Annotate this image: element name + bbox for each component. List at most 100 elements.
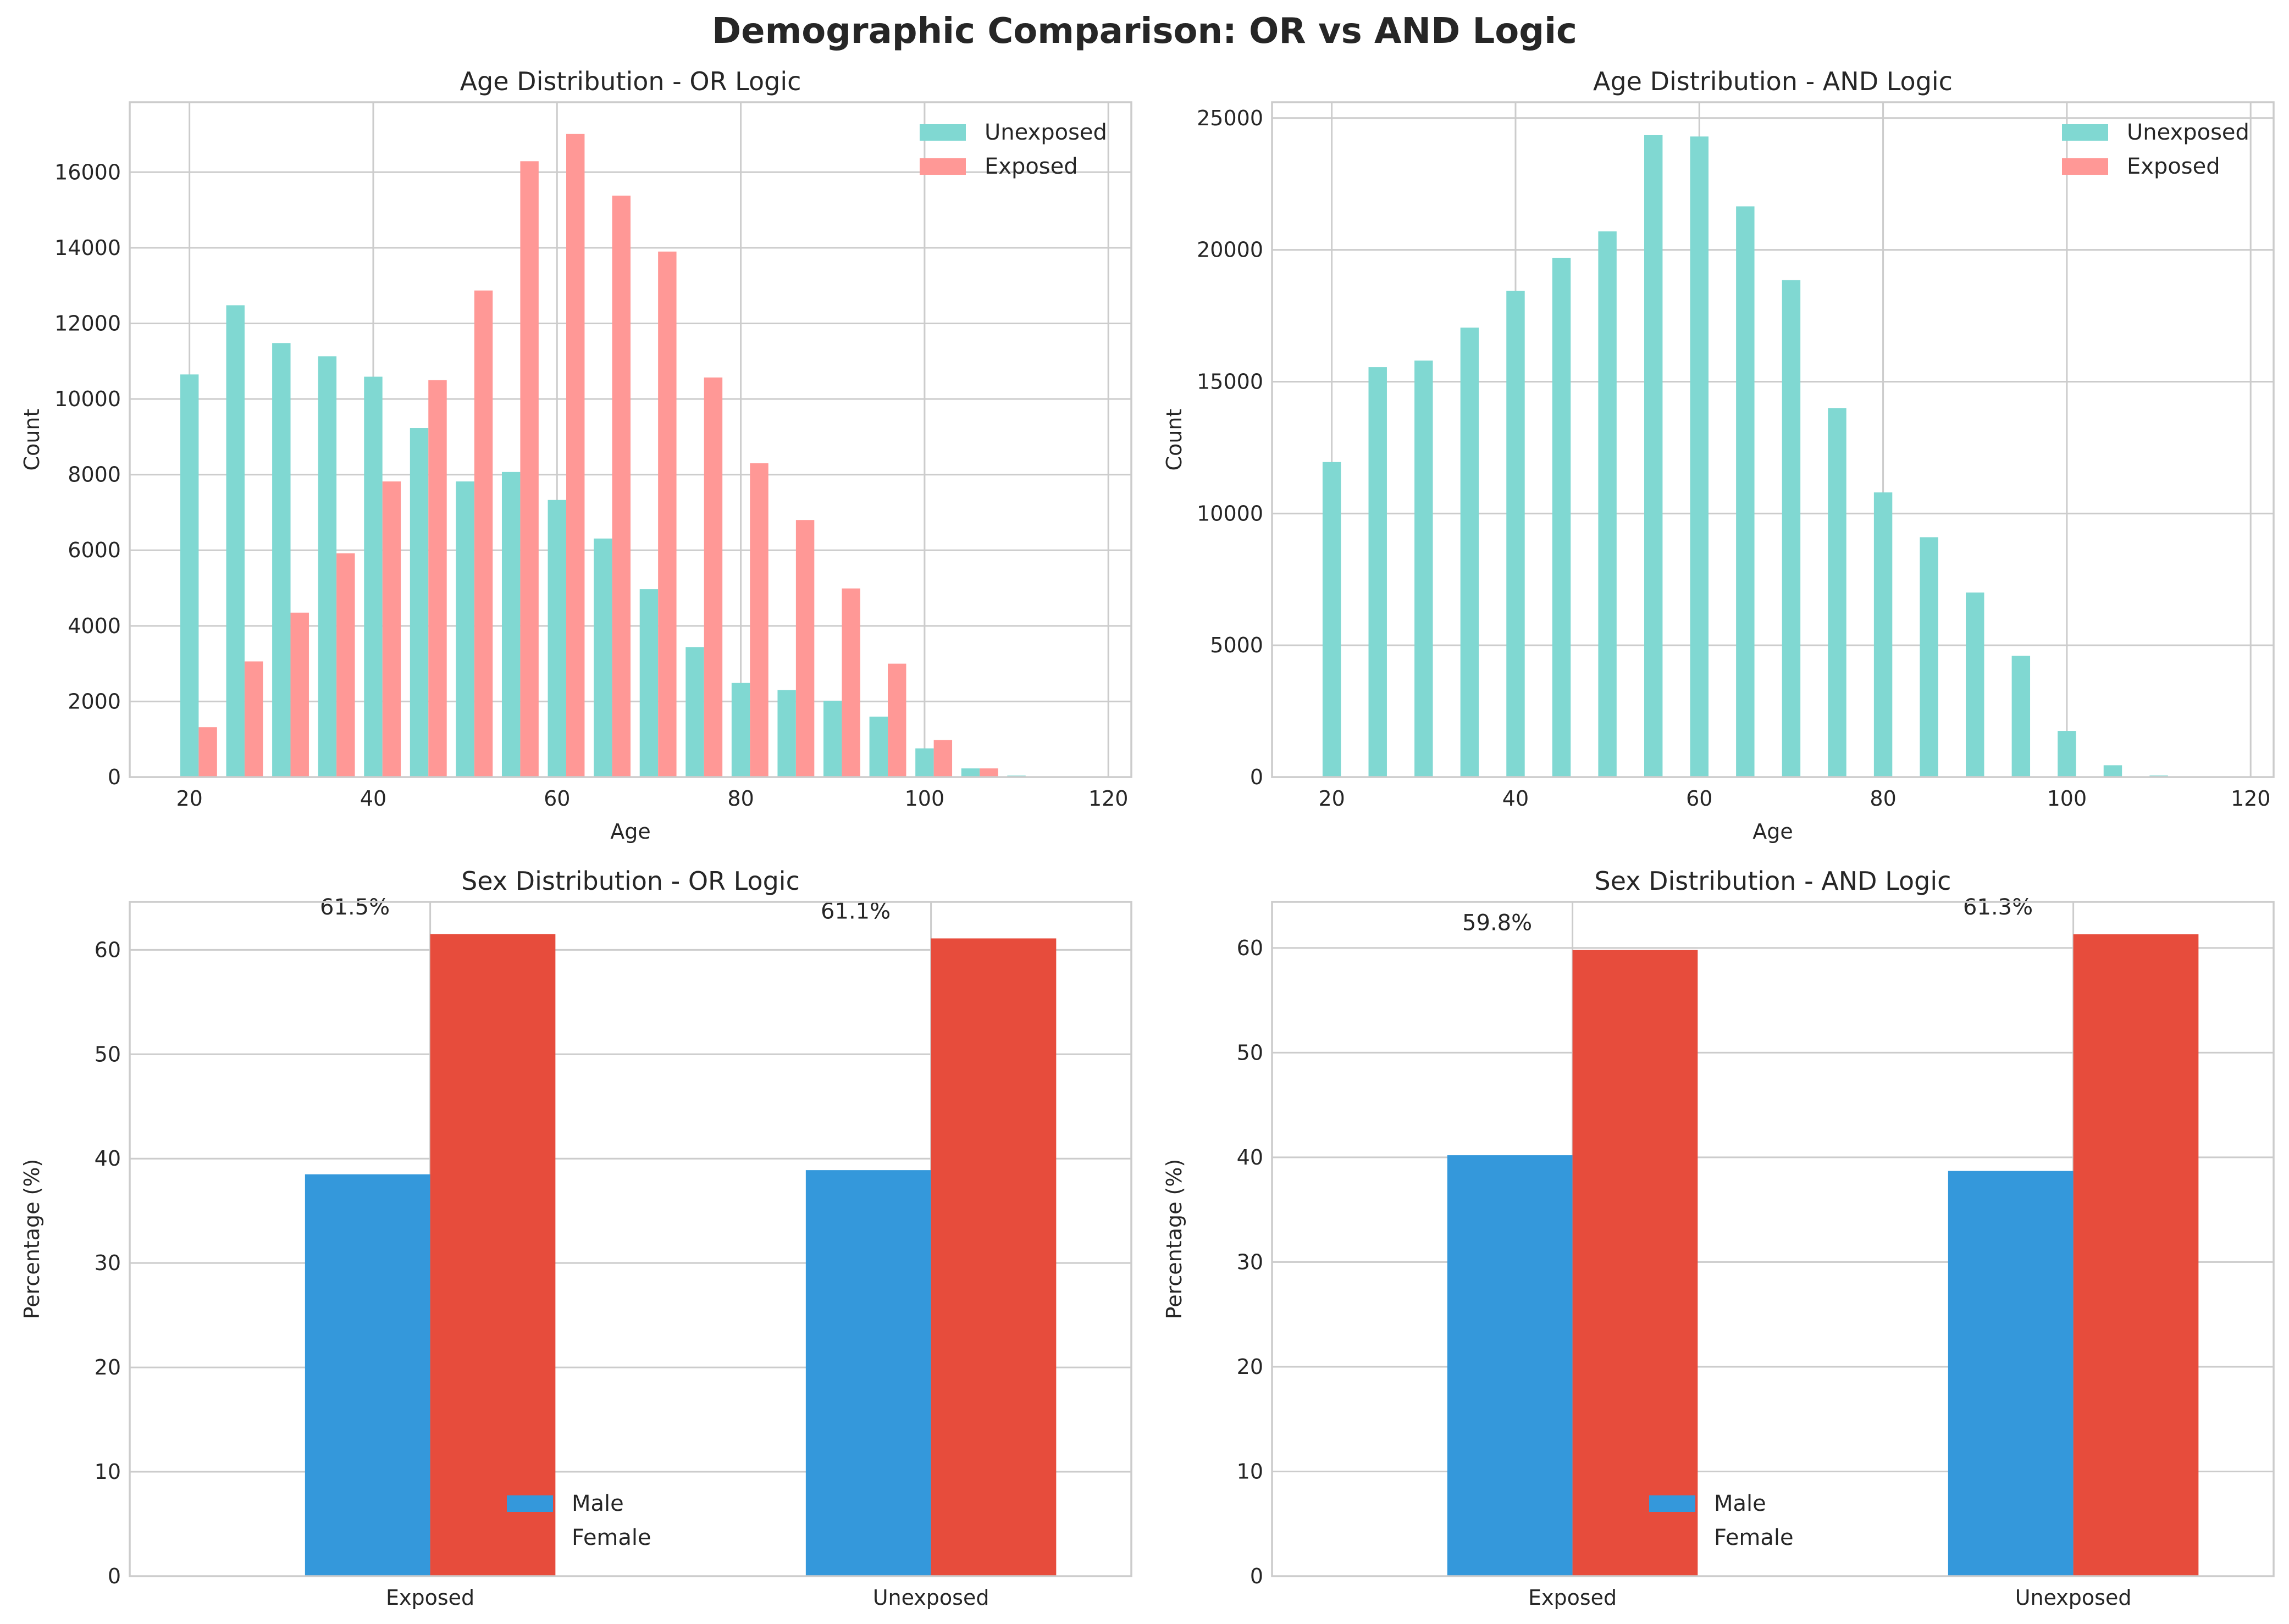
y-tick-label: 10000 <box>54 387 121 411</box>
legend-swatch-female <box>1649 1529 1695 1546</box>
x-tick-label: 20 <box>176 786 202 811</box>
legend-label-male: Male <box>1714 1491 1766 1516</box>
y-tick-label: 60 <box>1237 936 1263 960</box>
bar-male <box>1447 1155 1573 1576</box>
y-axis-label: Count <box>20 409 44 471</box>
panel-title: Sex Distribution - OR Logic <box>461 866 800 896</box>
panel-title: Sex Distribution - AND Logic <box>1595 866 1951 896</box>
legend-swatch-male <box>507 1495 553 1512</box>
chart-panel-1: Age Distribution - OR Logic Count Age 0 2000… <box>20 66 1132 844</box>
legend-label-exposed: Exposed <box>985 154 1078 179</box>
x-tick-label: 120 <box>1088 786 1129 811</box>
bar-exposed <box>795 520 815 777</box>
legend-swatch-exposed <box>2062 158 2108 175</box>
x-tick-label: 80 <box>1870 786 1896 811</box>
y-tick-label: 0 <box>1250 765 1263 789</box>
bar-male <box>305 1174 430 1576</box>
y-tick-label: 0 <box>1250 1564 1263 1588</box>
y-axis-label: Count <box>1162 409 1186 471</box>
y-tick-label: 0 <box>108 765 121 789</box>
legend-swatch-male <box>1649 1495 1695 1512</box>
bar-unexposed <box>2103 765 2122 777</box>
y-tick-label: 20 <box>95 1355 121 1379</box>
bar-unexposed <box>364 376 383 777</box>
y-tick-label: 10 <box>1237 1459 1263 1483</box>
bar-unexposed <box>272 343 291 777</box>
y-tick-label: 30 <box>95 1251 121 1275</box>
y-tick-label: 10 <box>95 1460 121 1484</box>
x-tick-label: Unexposed <box>2015 1586 2132 1610</box>
panel-title: Age Distribution - OR Logic <box>460 66 801 96</box>
chart-panel-4: Sex Distribution - AND Logic Percentage (… <box>1162 866 2275 1610</box>
x-tick-label: 80 <box>727 786 754 811</box>
legend-swatch-unexposed <box>920 124 966 141</box>
y-tick-label: 14000 <box>54 236 121 260</box>
bar-male <box>805 1170 931 1576</box>
bar-exposed <box>888 663 906 777</box>
bar-unexposed <box>2058 731 2076 777</box>
x-axis-label: Age <box>610 819 651 844</box>
y-tick-label: 0 <box>108 1564 121 1588</box>
figure-title: Demographic Comparison: OR vs AND Logic <box>712 11 1577 52</box>
bar-unexposed <box>1736 206 1755 777</box>
x-tick-label: Unexposed <box>873 1586 989 1610</box>
y-tick-label: 6000 <box>68 538 121 562</box>
y-tick-label: 12000 <box>54 311 121 335</box>
bar-unexposed <box>456 481 474 777</box>
bar-exposed <box>382 481 401 777</box>
legend-swatch-female <box>507 1529 553 1546</box>
y-tick-label: 4000 <box>68 614 121 638</box>
bar-unexposed <box>410 428 429 777</box>
x-tick-label: Exposed <box>1528 1586 1617 1610</box>
bar-exposed <box>244 661 263 777</box>
y-tick-label: 5000 <box>1210 633 1263 657</box>
bar-exposed <box>612 195 631 777</box>
bar-unexposed <box>1644 135 1663 777</box>
y-tick-label: 40 <box>95 1146 121 1171</box>
bar-annotation: 61.3% <box>1963 895 2033 920</box>
y-tick-label: 20 <box>1237 1355 1263 1379</box>
y-tick-label: 40 <box>1237 1145 1263 1169</box>
bar-female <box>2073 934 2199 1576</box>
x-tick-label: 60 <box>544 786 570 811</box>
x-tick-label: 100 <box>905 786 945 811</box>
bar-unexposed <box>1782 280 1801 777</box>
bar-annotation: 59.8% <box>1462 911 1532 936</box>
bar-unexposed <box>1920 537 1938 777</box>
bar-male <box>1948 1171 2074 1576</box>
bar-exposed <box>842 588 860 777</box>
bar-exposed <box>428 380 447 777</box>
axes-frame <box>1271 901 2275 1577</box>
legend-label-unexposed: Unexposed <box>985 120 1107 145</box>
bar-unexposed <box>1414 361 1433 777</box>
x-tick-label: 100 <box>2047 786 2087 811</box>
bar-exposed <box>704 377 723 777</box>
bar-unexposed <box>1552 258 1571 777</box>
bar-unexposed <box>1506 290 1525 777</box>
y-tick-label: 60 <box>95 938 121 962</box>
chart-panel-2: Age Distribution - AND Logic Count Age 0 500… <box>1162 66 2275 844</box>
y-tick-label: 50 <box>1237 1040 1263 1065</box>
bar-unexposed <box>1828 408 1846 777</box>
y-tick-label: 30 <box>1237 1250 1263 1274</box>
bar-unexposed <box>594 538 612 777</box>
bar-unexposed <box>639 589 659 777</box>
bar-unexposed <box>1966 592 1984 777</box>
bar-unexposed <box>1690 136 1709 777</box>
legend-label-female: Female <box>1714 1525 1794 1550</box>
bar-exposed <box>980 768 998 777</box>
legend-label-exposed: Exposed <box>2127 154 2220 179</box>
bar-annotation: 61.1% <box>821 899 891 924</box>
bar-unexposed <box>915 748 934 777</box>
bar-exposed <box>520 161 539 777</box>
bar-unexposed <box>777 690 796 777</box>
y-tick-label: 10000 <box>1197 501 1263 525</box>
axes-frame <box>129 101 1132 778</box>
bar-unexposed <box>548 500 566 777</box>
bar-exposed <box>198 727 217 777</box>
legend-label-unexposed: Unexposed <box>2127 120 2249 145</box>
x-tick-label: Exposed <box>386 1586 474 1610</box>
bar-annotation: 61.5% <box>320 895 390 920</box>
legend-label-male: Male <box>572 1491 624 1516</box>
x-axis-label: Age <box>1752 819 1793 844</box>
